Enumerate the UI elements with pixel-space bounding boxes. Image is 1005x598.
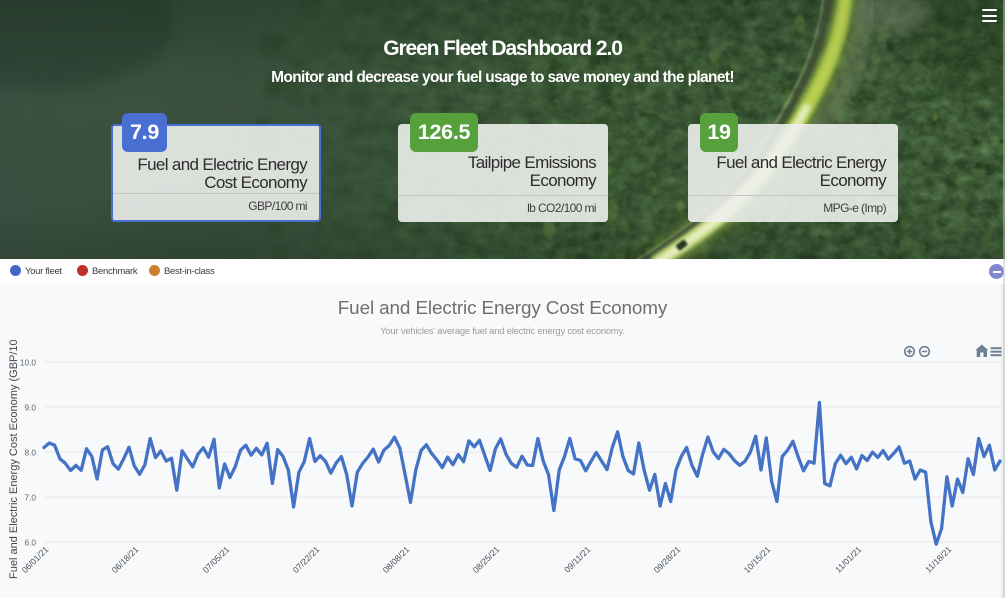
svg-text:7.0: 7.0 [24,493,36,503]
svg-text:07/05/21: 07/05/21 [201,544,232,575]
svg-text:10/15/21: 10/15/21 [742,544,773,575]
svg-text:09/28/21: 09/28/21 [652,544,683,575]
svg-text:06/18/21: 06/18/21 [110,544,141,575]
svg-text:11/01/21: 11/01/21 [833,544,863,574]
svg-text:08/25/21: 08/25/21 [471,544,502,575]
svg-text:9.0: 9.0 [24,403,36,413]
svg-text:08/08/21: 08/08/21 [381,544,412,575]
svg-text:06/01/21: 06/01/21 [20,544,51,575]
svg-text:6.0: 6.0 [24,538,36,548]
svg-text:11/18/21: 11/18/21 [923,544,953,574]
svg-text:Fuel and Electric Energy Cost: Fuel and Electric Energy Cost Economy (G… [8,339,20,579]
svg-text:09/11/21: 09/11/21 [562,544,592,574]
svg-text:07/22/21: 07/22/21 [291,544,322,575]
svg-text:10.0: 10.0 [20,358,37,368]
svg-text:8.0: 8.0 [24,448,36,458]
